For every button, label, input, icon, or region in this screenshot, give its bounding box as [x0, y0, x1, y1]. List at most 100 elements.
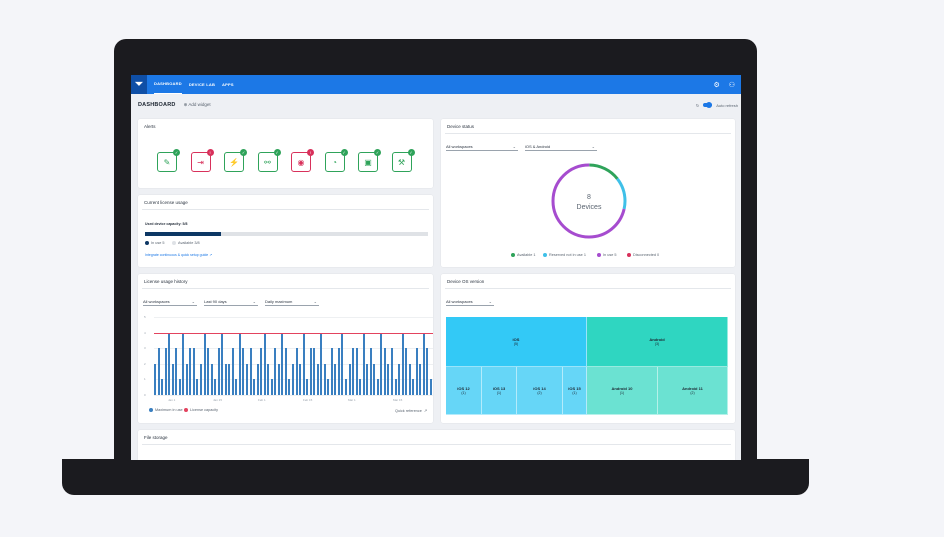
tools-icon[interactable]: ⚒ ✓ — [391, 149, 415, 172]
auto-refresh-toggle[interactable] — [703, 102, 713, 108]
chart-bar[interactable] — [189, 348, 192, 395]
chart-bar[interactable] — [383, 348, 386, 395]
chart-bar[interactable] — [238, 332, 241, 395]
add-widget-button[interactable]: ⊕ Add widget — [183, 102, 211, 107]
apple-icon[interactable]: ◉! — [291, 149, 314, 172]
donut-slice-in-use[interactable] — [551, 163, 627, 239]
chart-bar[interactable] — [334, 363, 337, 395]
chart-bar[interactable] — [231, 348, 234, 395]
chart-bar[interactable] — [182, 332, 185, 395]
chart-bar[interactable] — [249, 348, 252, 395]
chart-bar[interactable] — [284, 348, 287, 395]
chart-bar[interactable] — [369, 348, 372, 395]
chart-bar[interactable] — [391, 348, 393, 395]
chart-bar[interactable] — [199, 363, 202, 395]
treemap-android-version[interactable]: Android 10 (1) — [587, 367, 658, 415]
chart-bar[interactable] — [327, 379, 330, 395]
chart-bar[interactable] — [196, 379, 199, 395]
chart-bar[interactable] — [245, 363, 248, 395]
chart-bar[interactable] — [366, 363, 369, 395]
chart-bar[interactable] — [306, 379, 309, 395]
treemap-ios-version[interactable]: iOS 14 (2) — [517, 367, 563, 415]
chart-bar[interactable] — [242, 348, 245, 395]
chart-bar[interactable] — [362, 332, 365, 395]
chart-bar[interactable] — [419, 363, 422, 395]
app-logo[interactable]: ⏷ — [131, 75, 147, 94]
chart-bar[interactable] — [337, 348, 340, 395]
donut-slice-reserved[interactable] — [551, 163, 627, 239]
history-workspace-dropdown[interactable]: All workspaces ⌄ — [143, 298, 197, 306]
chart-bar[interactable] — [412, 379, 415, 395]
os-workspace-dropdown[interactable]: All workspaces ⌄ — [446, 298, 494, 306]
chart-bar[interactable] — [426, 348, 429, 395]
chart-bar[interactable] — [394, 379, 397, 395]
platform-dropdown[interactable]: iOS & Android ⌄ — [525, 143, 597, 151]
chart-bar[interactable] — [309, 348, 312, 395]
chart-bar[interactable] — [267, 363, 270, 395]
chart-bar[interactable] — [359, 379, 362, 395]
chart-bar[interactable] — [260, 348, 263, 395]
history-range-dropdown[interactable]: Last 90 days ⌄ — [204, 298, 258, 306]
chart-bar[interactable] — [175, 348, 178, 395]
treemap-ios-version[interactable]: iOS 13 (1) — [482, 367, 517, 415]
history-aggregate-dropdown[interactable]: Daily maximum ⌄ — [265, 298, 319, 306]
chart-bar[interactable] — [263, 332, 266, 395]
chart-bar[interactable] — [221, 332, 224, 395]
device-edit-icon[interactable]: ✎ ✓ — [157, 149, 180, 172]
chart-bar[interactable] — [345, 379, 348, 395]
chart-bar[interactable] — [228, 363, 231, 395]
chart-bar[interactable] — [415, 348, 418, 395]
chart-bar[interactable] — [330, 348, 333, 395]
nodes-icon[interactable]: ⚯ ✓ — [257, 149, 281, 172]
chart-bar[interactable] — [398, 363, 401, 395]
chart-bar[interactable] — [316, 363, 319, 395]
gear-icon[interactable]: ⚙ — [713, 81, 720, 89]
chart-bar[interactable] — [210, 363, 213, 395]
chart-bar[interactable] — [380, 332, 383, 395]
tab-device-lab[interactable]: DEVICE LAB — [188, 82, 216, 87]
chart-bar[interactable] — [192, 348, 195, 395]
chart-bar[interactable] — [256, 363, 259, 395]
chart-bar[interactable] — [376, 379, 379, 395]
chart-bar[interactable] — [270, 379, 273, 395]
report-icon[interactable]: ▣ ✓ — [358, 149, 381, 172]
chart-bar[interactable] — [161, 379, 164, 395]
chart-bar[interactable] — [323, 363, 326, 395]
chart-bar[interactable] — [185, 363, 188, 395]
chart-bar[interactable] — [217, 348, 220, 395]
chart-bar[interactable] — [355, 348, 358, 395]
chart-bar[interactable] — [171, 363, 174, 395]
setup-guide-link[interactable]: Integrate continuous & quick setup guide… — [145, 253, 212, 257]
gauge-icon[interactable]: ◔ ✓ — [324, 149, 348, 172]
treemap-android-version[interactable]: Android 11 (2) — [658, 367, 728, 415]
chart-bar[interactable] — [348, 363, 351, 395]
chart-bar[interactable] — [405, 348, 408, 395]
chart-bar[interactable] — [352, 348, 355, 395]
chart-bar[interactable] — [274, 348, 277, 395]
chart-bar[interactable] — [387, 363, 390, 395]
chart-bar[interactable] — [288, 379, 291, 395]
chart-bar[interactable] — [277, 363, 280, 395]
chart-bar[interactable] — [291, 363, 294, 395]
treemap-ios[interactable]: iOS (5) — [446, 317, 587, 367]
chart-bar[interactable] — [299, 363, 302, 395]
chart-bar[interactable] — [341, 332, 344, 395]
chart-bar[interactable] — [157, 348, 160, 395]
treemap-android[interactable]: Android (3) — [587, 317, 728, 367]
device-exit-icon[interactable]: ⇥! — [190, 149, 214, 172]
chart-bar[interactable] — [178, 379, 181, 395]
chart-bar[interactable] — [214, 379, 217, 395]
chart-bar[interactable] — [164, 348, 167, 395]
chart-bar[interactable] — [253, 379, 256, 395]
chart-bar[interactable] — [373, 363, 376, 395]
workspace-dropdown[interactable]: All workspaces ⌄ — [446, 143, 518, 151]
tab-apps[interactable]: APPS — [222, 82, 234, 87]
chart-bar[interactable] — [422, 332, 425, 395]
chart-bar[interactable] — [168, 332, 171, 395]
chart-bar[interactable] — [320, 332, 323, 395]
chart-bar[interactable] — [224, 363, 227, 395]
treemap-ios-version[interactable]: iOS 15 (1) — [563, 367, 587, 415]
chart-bar[interactable] — [429, 379, 432, 395]
chart-bar[interactable] — [281, 332, 284, 395]
quick-reference-link[interactable]: Quick reference ↗ — [395, 408, 427, 414]
